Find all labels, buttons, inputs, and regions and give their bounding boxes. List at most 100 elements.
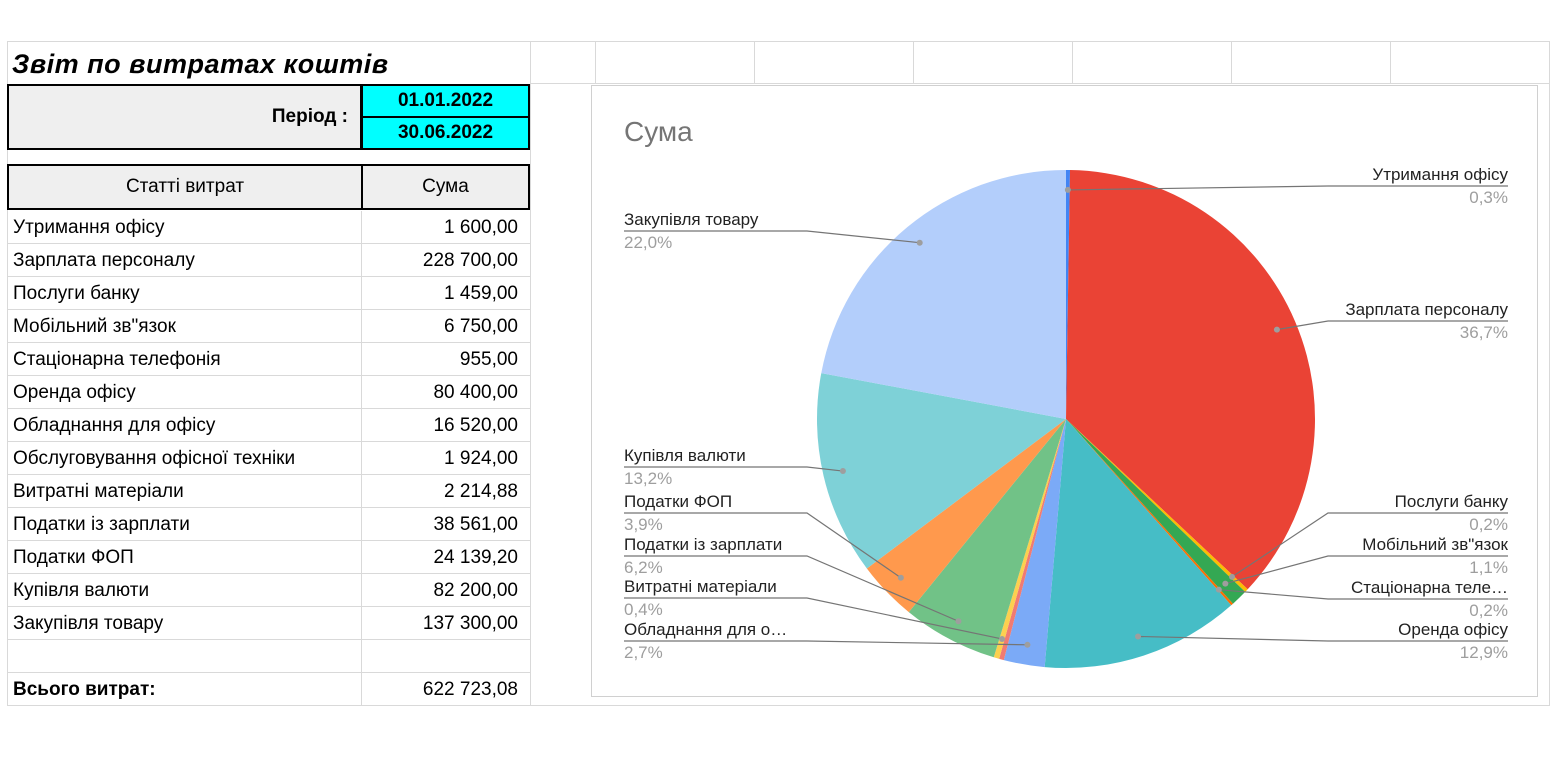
pie-chart[interactable]: Сума Утримання офісу 0,3% Зарплата персона… [591, 85, 1538, 697]
leader-dot [1222, 580, 1229, 587]
expense-item-name: Закупівля товару [13, 613, 164, 634]
grid-line [530, 83, 1550, 84]
table-row[interactable]: Витратні матеріали 2 214,88 [7, 475, 530, 508]
table-row[interactable]: Зарплата персоналу 228 700,00 [7, 244, 530, 277]
leader-dot [1024, 641, 1031, 648]
slice-percent: 1,1% [1469, 558, 1508, 577]
slice-label: Податки ФОП [624, 492, 732, 511]
leader-line [624, 230, 920, 244]
pie-slice[interactable] [817, 373, 1066, 569]
leader-line [624, 640, 1028, 646]
table-row[interactable]: Послуги банку 1 459,00 [7, 277, 530, 310]
pie-chart-svg: Утримання офісу 0,3% Зарплата персоналу 36,… [624, 165, 1509, 668]
total-label: Всього витрат: [13, 679, 156, 700]
slice-percent: 13,2% [624, 469, 672, 488]
table-row[interactable] [7, 640, 530, 673]
cell-separator [361, 211, 362, 244]
header-expense-items[interactable]: Статті витрат [7, 164, 363, 210]
leader-dot [916, 239, 923, 246]
expense-item-value: 82 200,00 [433, 580, 518, 601]
leader-dot [1273, 326, 1280, 333]
table-row[interactable]: Закупівля товару 137 300,00 [7, 607, 530, 640]
pie-slice[interactable] [1003, 419, 1066, 668]
slice-label: Податки із зарплати [624, 535, 782, 554]
slice-label: Витратні матеріали [624, 577, 777, 596]
pie-slice[interactable] [1066, 419, 1248, 592]
leader-line [1218, 589, 1508, 600]
cell-separator [361, 343, 362, 376]
pie-slice[interactable] [866, 419, 1066, 613]
expense-item-name: Обслуговування офісної техніки [13, 448, 296, 469]
table-row[interactable]: Податки ФОП 24 139,20 [7, 541, 530, 574]
total-row[interactable]: Всього витрат: 622 723,08 [7, 673, 530, 706]
slice-label: Зарплата персоналу [1345, 300, 1508, 319]
leader-dot [999, 635, 1006, 642]
header-sum[interactable]: Сума [361, 164, 530, 210]
leader-dot [1229, 573, 1236, 580]
slice-percent: 0,4% [624, 600, 663, 619]
slice-label: Послуги банку [1395, 492, 1509, 511]
table-row[interactable]: Обслуговування офісної техніки 1 924,00 [7, 442, 530, 475]
leader-line [1067, 185, 1508, 191]
slice-percent: 3,9% [624, 515, 663, 534]
table-row[interactable]: Стаціонарна телефонія 955,00 [7, 343, 530, 376]
slice-percent: 12,9% [1460, 643, 1508, 662]
pie-slice[interactable] [1066, 419, 1233, 606]
leader-line [624, 597, 1003, 640]
pie-slice[interactable] [908, 419, 1066, 658]
leader-dot [1064, 186, 1071, 193]
pie-slice[interactable] [1066, 170, 1315, 590]
table-row[interactable]: Обладнання для офісу 16 520,00 [7, 409, 530, 442]
cell-separator [361, 442, 362, 475]
cell-separator [361, 508, 362, 541]
pie-slice[interactable] [1044, 419, 1232, 668]
expense-item-value: 228 700,00 [422, 250, 518, 271]
table-row[interactable]: Мобільний зв"язок 6 750,00 [7, 310, 530, 343]
grid-line [7, 705, 1550, 706]
slice-label: Купівля валюти [624, 446, 746, 465]
grid-line [7, 41, 8, 84]
expense-item-value: 137 300,00 [422, 613, 518, 634]
grid-line [913, 41, 914, 83]
period-label-cell[interactable]: Період : [7, 84, 362, 150]
pie-slice[interactable] [999, 419, 1066, 661]
expense-item-value: 80 400,00 [433, 382, 518, 403]
slice-label: Обладнання для о… [624, 620, 787, 639]
expense-item-value: 16 520,00 [433, 415, 518, 436]
expense-item-value: 1 600,00 [444, 217, 518, 238]
table-row[interactable]: Купівля валюти 82 200,00 [7, 574, 530, 607]
leader-line [1225, 555, 1508, 585]
leader-dot [897, 574, 904, 581]
slice-percent: 0,2% [1469, 515, 1508, 534]
report-title[interactable]: Звіт по витратах коштів [12, 49, 389, 79]
pie-slice[interactable] [993, 419, 1066, 659]
grid-line [1390, 41, 1391, 83]
grid-line [7, 41, 530, 42]
expense-item-name: Зарплата персоналу [13, 250, 195, 271]
slice-percent: 0,3% [1469, 188, 1508, 207]
expense-item-name: Обладнання для офісу [13, 415, 216, 436]
table-row[interactable]: Утримання офісу 1 600,00 [7, 211, 530, 244]
expense-item-name: Купівля валюти [13, 580, 150, 601]
grid-line [530, 41, 1550, 42]
expense-item-value: 1 459,00 [444, 283, 518, 304]
pie-slice[interactable] [821, 170, 1066, 419]
pie-slice[interactable] [1066, 170, 1071, 419]
leader-line [1276, 320, 1508, 331]
expense-item-name: Податки ФОП [13, 547, 134, 568]
expense-item-value: 6 750,00 [444, 316, 518, 337]
grid-line [754, 41, 755, 83]
leader-line [624, 555, 959, 622]
cell-separator [361, 640, 362, 673]
expense-item-value: 1 924,00 [444, 448, 518, 469]
table-row[interactable]: Оренда офісу 80 400,00 [7, 376, 530, 409]
leader-line [624, 512, 902, 579]
total-value: 622 723,08 [422, 679, 518, 700]
pie-slice[interactable] [1066, 419, 1246, 604]
date-from-cell[interactable]: 01.01.2022 [361, 84, 530, 118]
leader-dot [955, 618, 962, 625]
date-to-cell[interactable]: 30.06.2022 [361, 116, 530, 150]
table-row[interactable]: Податки із зарплати 38 561,00 [7, 508, 530, 541]
grid-line [1231, 41, 1232, 83]
